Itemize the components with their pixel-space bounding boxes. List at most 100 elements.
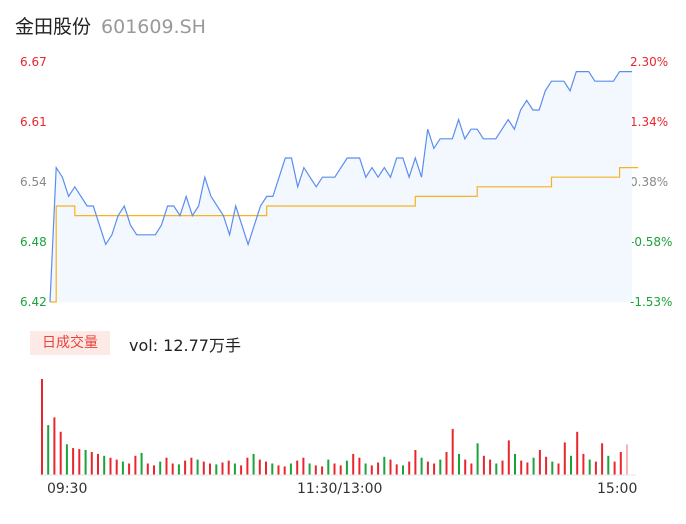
volume-bar [414, 450, 417, 475]
volume-bar [240, 465, 243, 475]
volume-bar [227, 460, 230, 475]
volume-bar [65, 444, 68, 475]
volume-bar [433, 463, 436, 475]
volume-bar [570, 455, 572, 475]
volume-bar [501, 460, 504, 475]
volume-bar [159, 461, 162, 475]
volume-bar [72, 448, 75, 475]
volume-bar [283, 466, 286, 475]
volume-bar [482, 455, 485, 475]
volume-bar [420, 457, 423, 475]
volume-bar [296, 460, 299, 475]
volume-bar [53, 417, 56, 475]
volume-bar [121, 461, 124, 475]
volume-bar [613, 461, 616, 475]
volume-bar [476, 443, 479, 475]
volume-bar [489, 459, 492, 475]
volume-bar [389, 459, 392, 475]
volume-bar [526, 462, 529, 475]
volume-bar [464, 459, 467, 475]
volume-bar [426, 461, 429, 475]
volume-bar [364, 463, 367, 475]
volume-bar [209, 463, 211, 475]
volume-bar [514, 453, 516, 475]
stock-code: 601609.SH [101, 16, 206, 38]
volume-bar [302, 457, 305, 475]
price-line [49, 71, 632, 303]
stock-title: 金田股份 601609.SH [15, 12, 206, 39]
volume-bar [177, 464, 180, 475]
volume-bar [557, 463, 560, 475]
volume-bar [607, 455, 610, 475]
volume-bar [190, 457, 193, 475]
volume-bar [563, 442, 566, 475]
volume-bar [333, 463, 336, 475]
volume-bar [439, 459, 442, 475]
y-tick-left-0: 6.67 [20, 55, 47, 69]
volume-bar [134, 455, 137, 475]
volume-bar [451, 428, 454, 475]
volume-bar [402, 465, 404, 475]
volume-bar [345, 460, 348, 475]
volume-bar [370, 465, 373, 475]
volume-bar [377, 462, 380, 475]
volume-bar [153, 465, 155, 475]
volume-bar [59, 431, 62, 475]
volume-bar [327, 459, 330, 475]
volume-bar [258, 459, 261, 475]
volume-bar [358, 457, 361, 475]
volume-bar [246, 457, 249, 475]
volume-bar [532, 457, 535, 475]
y-tick-right-4: -1.53% [630, 295, 673, 309]
volume-bar [601, 443, 604, 475]
volume-bar [78, 449, 81, 475]
volume-bar [103, 455, 106, 475]
y-tick-left-3: 6.48 [20, 235, 47, 249]
volume-bar [545, 456, 548, 475]
volume-bar [252, 453, 255, 475]
volume-bar [538, 450, 541, 475]
price-area [50, 71, 632, 302]
volume-bar [165, 457, 168, 475]
y-tick-left-4: 6.42 [20, 295, 47, 309]
volume-bar [588, 459, 591, 475]
volume-bar [445, 452, 448, 475]
x-tick-close: 15:00 [597, 481, 638, 497]
volume-bar [128, 463, 131, 475]
volume-bar [233, 463, 236, 475]
x-tick-midday: 11:30/13:00 [297, 481, 383, 497]
x-tick-open: 09:30 [47, 481, 88, 497]
volume-bar [582, 453, 585, 475]
volume-bar [84, 450, 87, 475]
volume-bar [507, 440, 510, 475]
volume-bar [576, 431, 579, 475]
volume-bar [458, 453, 460, 475]
volume-bar [97, 453, 99, 475]
y-tick-right-0: 2.30% [630, 55, 669, 69]
y-tick-right-3: -0.58% [630, 235, 673, 249]
y-tick-right-2: 0.38% [630, 175, 669, 189]
y-tick-right-1: 1.34% [630, 115, 669, 129]
volume-plot [40, 379, 636, 476]
volume-bar [184, 460, 187, 475]
volume-bar [594, 461, 597, 475]
volume-bar [196, 459, 199, 475]
volume-bar [551, 461, 554, 475]
volume-summary: vol: 12.77万手 [129, 336, 241, 355]
volume-label-badge: 日成交量 [30, 331, 110, 355]
volume-bar [395, 464, 398, 475]
volume-bar [314, 465, 317, 475]
volume-bar [146, 463, 149, 475]
volume-bar [221, 462, 224, 475]
volume-bar [408, 461, 411, 475]
volume-bar [47, 425, 50, 475]
volume-bar [171, 463, 174, 475]
volume-bar [383, 456, 386, 475]
volume-bar [109, 457, 112, 475]
volume-bar [470, 463, 473, 475]
price-plot [49, 71, 639, 303]
volume-bar [289, 463, 292, 475]
volume-bar [265, 461, 267, 475]
volume-bar [277, 465, 280, 475]
volume-bar [140, 452, 143, 475]
